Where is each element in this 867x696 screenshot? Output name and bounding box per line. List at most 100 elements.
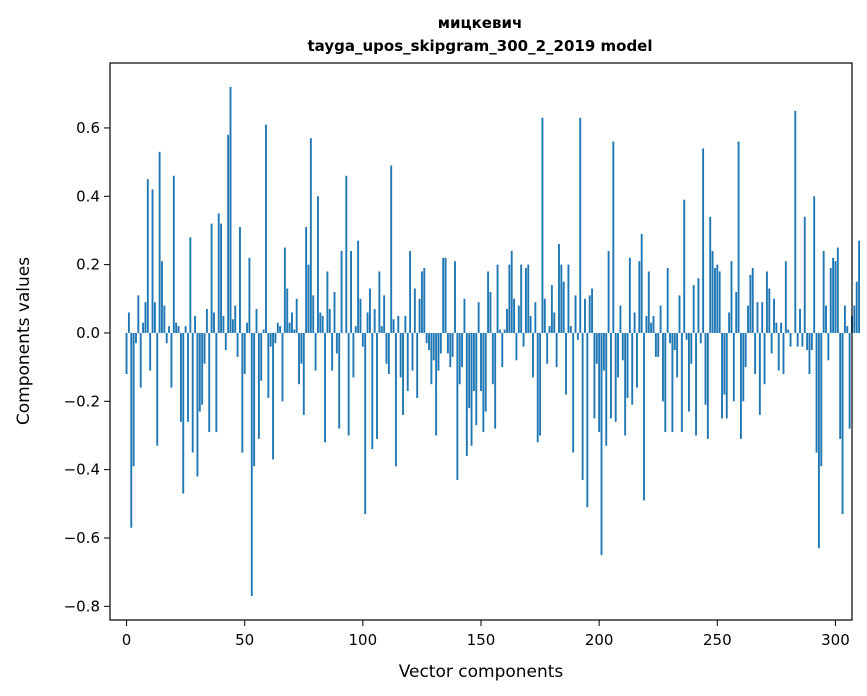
bar-90 [338,332,341,429]
bar-263 [747,305,749,333]
bar-177 [543,298,546,333]
bar-292 [815,332,818,453]
bar-193 [581,332,584,480]
bar-217 [638,261,641,333]
bar-74 [300,332,303,364]
bar-65 [279,326,282,333]
bar-206 [612,141,615,333]
bar-269 [761,302,764,333]
bar-279 [784,261,787,333]
bar-125 [420,271,423,333]
bar-287 [803,216,806,333]
bar-31 [198,332,201,412]
bar-126 [423,268,426,333]
bar-188 [569,326,572,333]
y-axis-ticks: −0.8 −0.6 −0.4 −0.2 0.0 0.2 0.4 0.6 [64,119,110,615]
bar-118 [404,315,407,333]
bar-109 [383,295,386,333]
bar-202 [602,332,605,371]
bar-13 [156,332,159,446]
bar-25 [184,326,187,333]
bar-28 [191,332,194,453]
bar-238 [688,332,690,412]
bar-254 [725,332,728,419]
bar-203 [605,332,608,446]
bar-47 [236,332,239,357]
bar-211 [624,332,627,436]
bar-0 [125,332,128,374]
bar-63 [274,332,277,344]
bar-75 [302,332,305,415]
y-tick-label: −0.8 [64,597,100,615]
bar-86 [328,309,331,333]
bar-152 [484,332,487,412]
y-tick-label: −0.6 [64,529,100,547]
y-tick-label: 0.0 [76,324,100,342]
bar-178 [546,332,549,364]
bar-49 [241,332,244,453]
bar-6 [139,332,142,388]
bar-163 [510,250,513,333]
bar-260 [739,332,742,439]
bar-8 [144,302,147,333]
bar-46 [234,305,237,333]
bar-113 [392,319,395,333]
bar-44 [229,86,232,333]
bar-255 [728,312,731,333]
bar-30 [196,332,199,477]
bar-218 [640,233,643,333]
bar-295 [822,250,825,333]
bar-133 [439,332,442,354]
bar-66 [281,332,284,402]
bar-69 [288,322,291,333]
bar-274 [773,298,775,333]
bar-257 [732,332,735,402]
bar-45 [231,319,234,333]
bar-300 [834,261,837,333]
bar-154 [489,291,492,333]
bar-209 [619,305,622,333]
bar-77 [307,264,310,333]
bar-258 [735,291,738,333]
bar-240 [692,285,695,333]
bar-80 [314,332,317,371]
y-tick-label: 0.2 [76,256,100,274]
y-tick-label: −0.2 [64,392,100,410]
bar-134 [442,257,445,333]
bar-245 [704,332,707,405]
bar-162 [508,264,511,333]
bar-132 [437,332,440,371]
bar-39 [217,213,220,333]
bar-192 [579,117,582,333]
bar-160 [503,329,506,333]
bar-144 [465,332,468,456]
bar-223 [652,315,655,333]
y-tick-label: 0.4 [76,187,100,205]
bar-14 [158,151,161,333]
bar-149 [477,302,480,333]
bar-166 [517,305,520,333]
bar-4 [135,332,137,344]
bar-116 [399,332,402,378]
bar-256 [730,261,733,333]
bar-291 [813,196,816,333]
bar-298 [829,268,832,333]
bar-159 [501,332,504,368]
bar-99 [359,298,362,333]
bar-34 [205,309,208,333]
bar-119 [406,332,409,392]
bar-182 [555,332,558,368]
bar-244 [702,148,705,333]
bar-94 [347,332,350,436]
bar-268 [758,332,761,415]
bar-41 [222,315,225,333]
bar-59 [265,124,267,333]
bar-283 [794,110,797,333]
bar-62 [272,332,274,460]
bar-29 [194,315,197,333]
bar-43 [227,134,230,333]
bar-234 [678,295,681,333]
bar-190 [574,295,577,333]
bar-42 [224,332,227,351]
bar-185 [562,281,565,333]
